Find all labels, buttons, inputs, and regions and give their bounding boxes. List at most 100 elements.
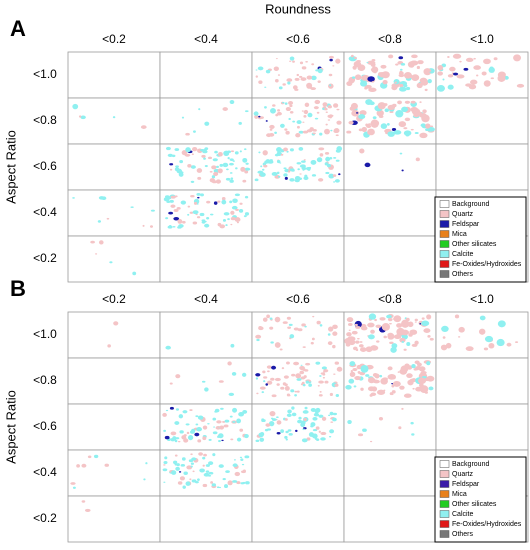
particle <box>207 423 210 425</box>
particle <box>165 409 169 412</box>
particle-image <box>169 361 247 396</box>
particle <box>220 407 224 410</box>
particle <box>163 460 168 465</box>
particle <box>164 435 170 440</box>
particle <box>360 387 364 391</box>
particle <box>286 413 292 417</box>
particle <box>269 410 276 417</box>
particle <box>213 426 216 428</box>
particle <box>513 54 522 62</box>
particle <box>271 365 277 370</box>
particle <box>281 101 285 104</box>
particle <box>465 83 472 87</box>
particle <box>371 81 374 83</box>
particle <box>372 116 377 120</box>
particle <box>209 213 214 216</box>
grid-cell <box>251 495 345 543</box>
particle <box>303 176 309 181</box>
particle <box>310 341 314 345</box>
particle <box>296 125 300 129</box>
particle <box>189 478 192 481</box>
particle <box>234 151 239 155</box>
legend-swatch <box>439 460 450 468</box>
particle <box>410 65 414 68</box>
particle <box>289 60 292 62</box>
particle <box>291 373 296 377</box>
particle <box>204 121 210 126</box>
particle <box>293 327 299 331</box>
particle <box>259 437 265 442</box>
particle <box>330 129 333 132</box>
particle <box>302 121 305 123</box>
particle <box>268 132 275 137</box>
particle <box>355 325 361 329</box>
particle <box>332 331 338 336</box>
particle <box>355 340 360 344</box>
particle <box>264 428 269 432</box>
grid-cell <box>159 97 253 145</box>
particle <box>207 156 213 160</box>
particle <box>226 168 229 171</box>
particle <box>238 209 244 213</box>
particle <box>173 217 180 221</box>
particle <box>483 80 491 87</box>
particle <box>192 470 195 473</box>
particle <box>191 146 198 152</box>
particle <box>364 84 372 89</box>
particle <box>403 393 412 398</box>
particle <box>199 212 205 217</box>
particle <box>218 464 224 468</box>
legend-label: Others <box>452 531 474 538</box>
particle <box>351 76 356 79</box>
particle <box>238 121 242 125</box>
particle <box>292 85 298 90</box>
particle <box>351 330 358 335</box>
panel-label: A <box>10 16 26 41</box>
particle <box>372 388 375 391</box>
particle <box>310 87 317 91</box>
particle <box>333 103 339 108</box>
particle-image <box>162 406 249 443</box>
particle <box>274 153 279 157</box>
particle <box>204 223 210 228</box>
particle <box>322 376 325 379</box>
particle <box>289 334 295 339</box>
legend-label: Feldspar <box>452 221 480 228</box>
particle <box>189 409 193 412</box>
particle <box>397 371 400 373</box>
legend-label: Quartz <box>452 471 474 478</box>
particle <box>294 179 300 183</box>
particle <box>294 88 299 91</box>
legend-swatch <box>439 220 450 228</box>
particle <box>421 317 425 320</box>
particle <box>212 417 217 421</box>
particle <box>347 419 352 425</box>
particle <box>206 200 211 204</box>
particle <box>346 130 352 134</box>
particle <box>191 457 197 461</box>
legend-label: Quartz <box>452 211 474 218</box>
particle <box>301 160 306 163</box>
particle <box>241 463 245 466</box>
particle <box>295 373 302 379</box>
particle <box>107 344 111 348</box>
particle <box>318 414 324 418</box>
particle <box>428 386 434 391</box>
particle <box>311 63 315 66</box>
particle <box>300 422 306 427</box>
particle <box>190 462 194 465</box>
particle <box>98 196 105 200</box>
particle <box>87 455 92 459</box>
particle <box>367 322 375 328</box>
particle <box>225 470 230 473</box>
particle <box>345 384 352 390</box>
column-header: <0.8 <box>378 32 402 46</box>
particle <box>303 115 307 118</box>
particle <box>235 208 239 211</box>
particle <box>335 134 339 137</box>
particle <box>244 212 250 216</box>
particle <box>298 75 303 78</box>
particle <box>174 439 178 443</box>
grid-cell <box>435 357 529 405</box>
particle <box>80 115 86 120</box>
